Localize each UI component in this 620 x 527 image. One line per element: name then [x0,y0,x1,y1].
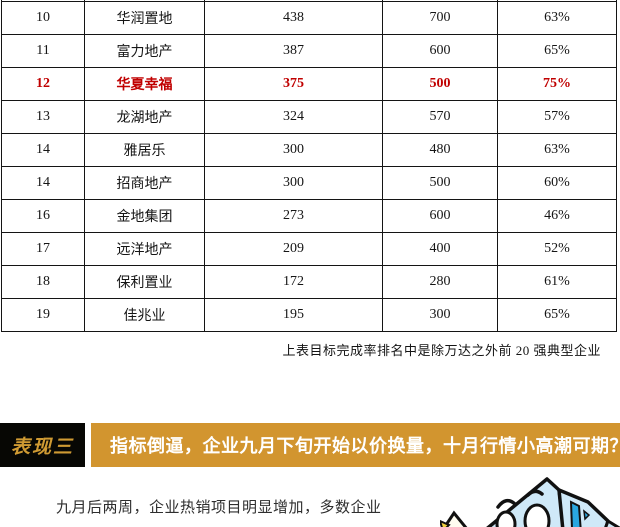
dice-right-face [557,488,610,527]
table-row: 19 佳兆业 195 300 65% [1,298,617,332]
cell-completion: 46% [497,199,617,233]
cell-rank: 11 [1,34,85,68]
table-row: 16 金地集团 273 600 46% [1,199,617,233]
table-row: 14 雅居乐 300 480 63% [1,133,617,167]
dice-arc-1 [496,498,517,509]
cell-company: 招商地产 [84,166,205,200]
cell-sales: 300 [204,166,383,200]
cell-sales: 209 [204,232,383,266]
cell-completion: 52% [497,232,617,266]
cell-completion: 65% [497,298,617,332]
cell-rank: 19 [1,298,85,332]
cell-target: 570 [382,100,498,134]
cell-target: 480 [382,133,498,167]
table-footnote: 上表目标完成率排名中是除万达之外前 20 强典型企业 [282,343,601,358]
cell-completion: 57% [497,100,617,134]
cell-completion: 63% [497,133,617,167]
cell-target: 280 [382,265,498,299]
cell-target: 500 [382,166,498,200]
section-tag-badge: 表现三 [0,423,85,467]
cell-sales: 195 [204,298,383,332]
dice-arc-2 [526,489,544,497]
cell-sales: 172 [204,265,383,299]
cell-target: 600 [382,34,498,68]
cell-company: 远洋地产 [84,232,205,266]
cell-company: 佳兆业 [84,298,205,332]
cell-rank: 14 [1,133,85,167]
section-header: 表现三 指标倒逼，企业九月下旬开始以价换量，十月行情小高潮可期？ [0,423,620,467]
body-paragraph: 九月后两周，企业热销项目明显增加，多数企业 [56,499,382,516]
cell-rank: 18 [1,265,85,299]
section-title-bar: 指标倒逼，企业九月下旬开始以价换量，十月行情小高潮可期？ [91,423,620,467]
cell-sales: 387 [204,34,383,68]
cell-target: 400 [382,232,498,266]
cell-company: 雅居乐 [84,133,205,167]
table-row: 17 远洋地产 209 400 52% [1,232,617,266]
cell-sales: 300 [204,133,383,167]
cell-rank: 13 [1,100,85,134]
cell-target: 300 [382,298,498,332]
dice-pip-small [495,510,517,527]
cell-company: 华润置地 [84,1,205,35]
company-ranking-table: 10 华润置地 438 700 63% 11 富力地产 387 600 65% 12 华夏幸福 375 5… [1,0,617,332]
dice-stripe [569,500,582,527]
cell-rank: 14 [1,166,85,200]
ranking-table-body: 10 华润置地 438 700 63% 11 富力地产 387 600 65% 12 华夏幸福 375 5… [1,0,617,332]
table-row: 18 保利置业 172 280 61% [1,265,617,299]
cell-target: 700 [382,1,498,35]
dice-flap [604,519,620,527]
cell-sales: 438 [204,1,383,35]
cell-company: 华夏幸福 [84,67,205,101]
cell-sales: 273 [204,199,383,233]
table-row: 11 富力地产 387 600 65% [1,34,617,68]
cell-completion: 63% [497,1,617,35]
cell-rank: 10 [1,1,85,35]
cell-completion: 65% [497,34,617,68]
cell-completion: 75% [497,67,617,101]
table-row: 10 华润置地 438 700 63% [1,1,617,35]
cell-sales: 375 [204,67,383,101]
cell-rank: 16 [1,199,85,233]
cell-rank: 12 [1,67,85,101]
table-row: 14 招商地产 300 500 60% [1,166,617,200]
cell-sales: 324 [204,100,383,134]
dice-cartoon-icon [440,477,620,527]
cell-company: 富力地产 [84,34,205,68]
cell-company: 金地集团 [84,199,205,233]
cartoon-hand-shape [442,510,468,527]
cell-completion: 60% [497,166,617,200]
table-row: 12 华夏幸福 375 500 75% [1,67,617,101]
cell-company: 保利置业 [84,265,205,299]
cell-completion: 61% [497,265,617,299]
ranking-table: 10 华润置地 438 700 63% 11 富力地产 387 600 65% 12 华夏幸福 375 5… [1,0,617,332]
dice-stripe-notch [583,509,591,521]
cell-target: 600 [382,199,498,233]
dice-pip-large [523,503,551,527]
table-row: 13 龙湖地产 324 570 57% [1,100,617,134]
cell-company: 龙湖地产 [84,100,205,134]
cell-rank: 17 [1,232,85,266]
yellow-fragment [440,519,451,527]
cell-target: 500 [382,67,498,101]
